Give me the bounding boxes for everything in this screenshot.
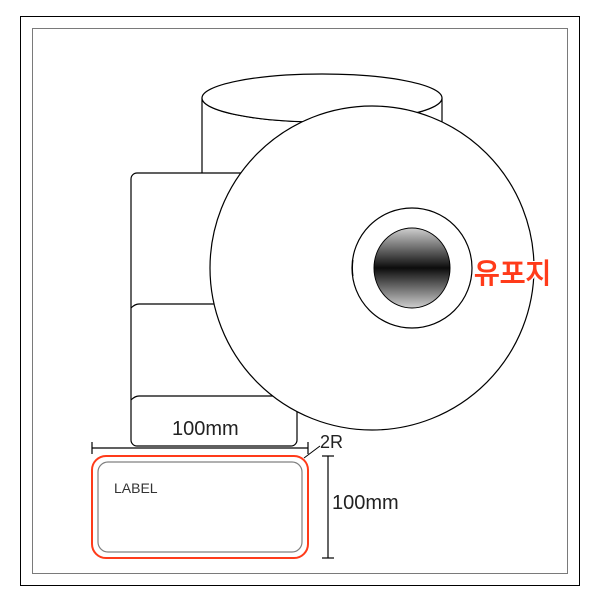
label-roll-diagram [32,28,568,574]
radius-dimension-label: 2R [320,432,343,453]
sample-label-box [92,456,308,558]
width-dimension-label: 100mm [172,418,239,441]
sample-label-text: LABEL [114,480,158,496]
brand-text: 유포지 [474,252,551,292]
height-dimension-label: 100mm [332,492,399,515]
